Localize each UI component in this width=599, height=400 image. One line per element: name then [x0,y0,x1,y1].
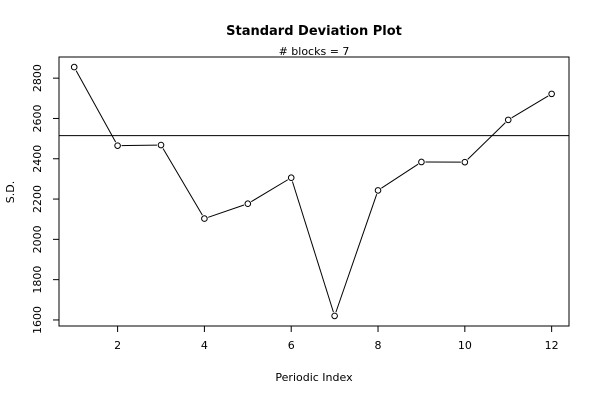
plot-frame [58,56,570,327]
data-point [418,158,425,166]
data-point [374,187,382,194]
y-tick-label: 2400 [31,145,44,173]
chart-title: Standard Deviation Plot [226,24,402,39]
data-point [331,312,338,320]
data-point [287,174,295,181]
data-point [244,200,252,207]
series-segment [381,163,419,189]
x-tick-label: 4 [201,339,208,352]
series-segment [162,148,203,216]
y-axis: 1600 1800 2000 2200 2400 2600 2800 [31,64,60,334]
data-point [201,215,208,222]
x-tick-label: 10 [458,339,472,352]
data-point [504,116,512,124]
y-tick-label: 2600 [31,104,44,132]
x-tick-label: 6 [288,339,295,352]
y-tick-label: 2000 [31,225,44,253]
series-segment [467,122,506,160]
data-point [70,63,78,71]
data-point [461,158,469,166]
data-point [114,142,121,149]
data-point [157,141,165,149]
series-segment [208,204,245,218]
series-segment [250,179,289,203]
series-segment [511,95,549,119]
y-axis-label: S.D. [4,181,17,203]
series-segment [335,194,378,313]
series-segment [75,70,117,143]
x-axis: 2 4 6 8 10 12 [114,325,559,352]
y-tick-label: 1800 [31,266,44,294]
data-point [548,90,555,98]
series-sd [70,63,555,320]
series-segment [291,181,334,313]
x-tick-label: 12 [545,339,559,352]
x-axis-label: Periodic Index [275,371,353,384]
chart-subtitle: # blocks = 7 [279,45,350,58]
y-tick-label: 1600 [31,306,44,334]
x-tick-label: 2 [114,339,121,352]
y-tick-label: 2800 [31,64,44,92]
x-tick-label: 8 [375,339,382,352]
y-tick-label: 2200 [31,185,44,213]
